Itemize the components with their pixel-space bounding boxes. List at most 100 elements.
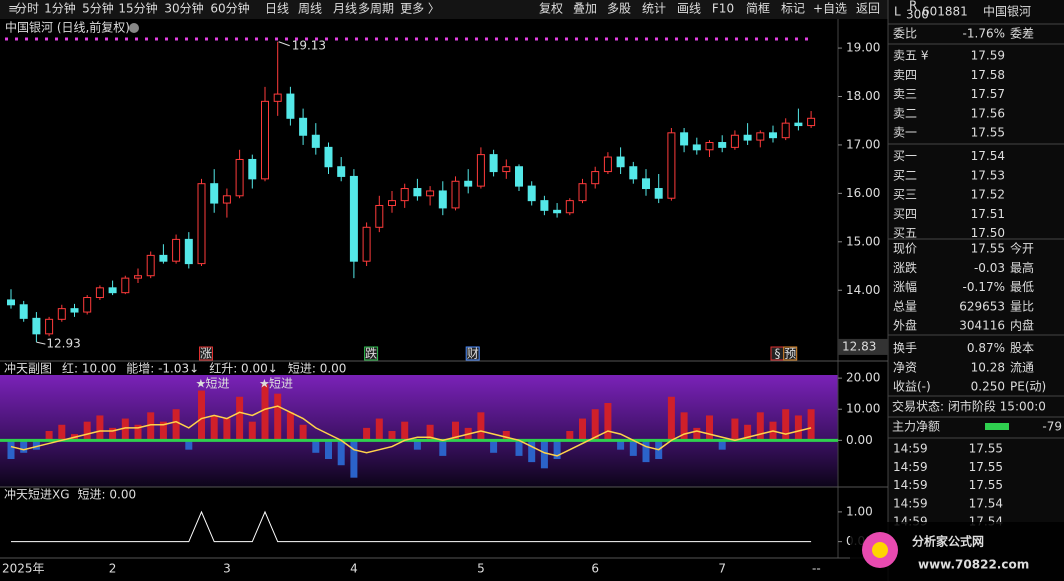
indicator-header: 红升: 0.00↓ — [209, 361, 278, 376]
flow-bar — [985, 423, 1009, 430]
candle-body — [578, 183, 587, 202]
event-marker[interactable]: 跌 — [365, 346, 377, 361]
value: -1.76% — [963, 27, 1005, 41]
value: 17.57 — [971, 87, 1005, 101]
indicator-bar — [667, 396, 675, 441]
tool-button[interactable]: F10 — [712, 2, 734, 16]
indicator-bar — [629, 440, 637, 456]
candle-body — [19, 304, 28, 319]
chart-title: 中国银河 (日线,前复权) — [5, 20, 130, 35]
indicator-bar — [32, 440, 40, 450]
tool-button[interactable]: 复权 — [539, 2, 563, 16]
period-tab[interactable]: 1分钟 — [44, 1, 76, 16]
event-box — [465, 346, 480, 361]
candle-body — [197, 183, 206, 265]
label: 涨幅 — [893, 279, 917, 294]
tool-button[interactable]: 返回 — [856, 2, 880, 16]
indicator-bar — [744, 424, 752, 441]
label: PE(动) — [1010, 380, 1046, 394]
label: 量比 — [1010, 299, 1034, 313]
event-marker[interactable]: § — [775, 347, 781, 361]
value: 17.52 — [971, 188, 1005, 202]
signal-marker: 短进 — [269, 377, 293, 391]
period-tab[interactable]: 分时 — [15, 2, 39, 16]
candle-body — [222, 195, 231, 204]
period-tab[interactable]: 周线 — [298, 2, 322, 16]
y-tick-label: 16.00 — [846, 186, 880, 200]
label: 卖一 — [893, 126, 917, 140]
label: 主力净额 — [892, 420, 940, 434]
candle-body — [57, 308, 66, 320]
tool-button[interactable]: 画线 — [677, 2, 701, 16]
label: 流通 — [1010, 360, 1034, 374]
candle-body — [769, 132, 777, 139]
title-icon[interactable] — [129, 23, 139, 33]
cursor-price: 12.83 — [842, 339, 876, 353]
indicator-header: 冲天副图 — [4, 361, 52, 376]
candle-body — [781, 122, 790, 139]
event-box — [199, 346, 213, 361]
value: 17.59 — [971, 49, 1005, 63]
indicator-bar — [693, 427, 701, 441]
indicator-bar — [325, 440, 332, 459]
candle-body — [654, 188, 663, 199]
tool-button[interactable]: 标记 — [781, 2, 805, 16]
event-marker[interactable]: 预 — [784, 347, 796, 361]
cursor-price-box — [838, 338, 888, 355]
candle-body — [32, 317, 41, 335]
event-marker[interactable]: 涨 — [200, 346, 212, 361]
tick-price: 17.54 — [969, 496, 1003, 510]
indicator-bar — [452, 421, 459, 441]
candle-body — [83, 297, 92, 313]
indicator-bar — [121, 418, 129, 441]
tool-button[interactable]: 多股 — [607, 2, 631, 16]
candle-body — [476, 154, 485, 187]
indicator-bar — [502, 431, 510, 441]
candle-body — [794, 122, 803, 127]
period-tab[interactable]: 15分钟 — [118, 1, 157, 16]
period-tab[interactable]: 月线 — [333, 2, 357, 16]
indicator-bar — [363, 427, 371, 441]
y-tick-label: 15.00 — [846, 234, 880, 248]
tick-time: 14:59 — [893, 460, 928, 474]
menu-icon[interactable]: ≡ — [8, 2, 18, 16]
event-box — [364, 346, 379, 361]
label: 买四 — [893, 207, 917, 221]
candle-body — [184, 238, 193, 265]
watermark-name: 分析家公式网 — [912, 534, 984, 549]
value: 0.250 — [971, 380, 1005, 394]
tick-price: 17.55 — [969, 460, 1003, 474]
period-tab[interactable]: 多周期 — [358, 2, 394, 16]
period-tab[interactable]: 60分钟 — [210, 1, 249, 16]
period-tab[interactable]: 日线 — [265, 2, 289, 16]
x-tick-label: 5 — [477, 562, 485, 576]
candle-body — [667, 132, 676, 199]
period-tab[interactable]: 30分钟 — [164, 1, 203, 16]
watermark-logo-inner — [872, 542, 888, 558]
tool-button[interactable]: 简框 — [746, 2, 770, 16]
high-label: 19.13 — [292, 38, 326, 52]
value: -79 — [1042, 420, 1062, 434]
indicator-bar — [439, 440, 447, 456]
label: 涨跌 — [893, 260, 917, 275]
period-tab[interactable]: 更多 〉 — [400, 2, 440, 16]
indicator-bar — [731, 418, 739, 441]
x-tick-label: 3 — [223, 562, 231, 576]
value: 17.55 — [971, 242, 1005, 256]
period-tab[interactable]: 5分钟 — [82, 1, 114, 16]
tool-button[interactable]: +自选 — [813, 2, 847, 16]
label: 委差 — [1010, 27, 1034, 41]
tool-button[interactable]: 叠加 — [573, 2, 597, 16]
candle-body — [375, 204, 384, 228]
signal-marker: 短进 — [206, 377, 230, 391]
candle-body — [400, 188, 409, 202]
indicator-bar — [566, 431, 574, 441]
indicator-bar — [198, 390, 205, 441]
indicator-bar — [286, 412, 294, 441]
candle-body — [324, 146, 333, 168]
tick-price: 17.55 — [969, 478, 1003, 492]
event-marker[interactable]: 财 — [467, 347, 479, 361]
tool-button[interactable]: 统计 — [642, 2, 666, 16]
indicator-bar — [185, 440, 193, 450]
